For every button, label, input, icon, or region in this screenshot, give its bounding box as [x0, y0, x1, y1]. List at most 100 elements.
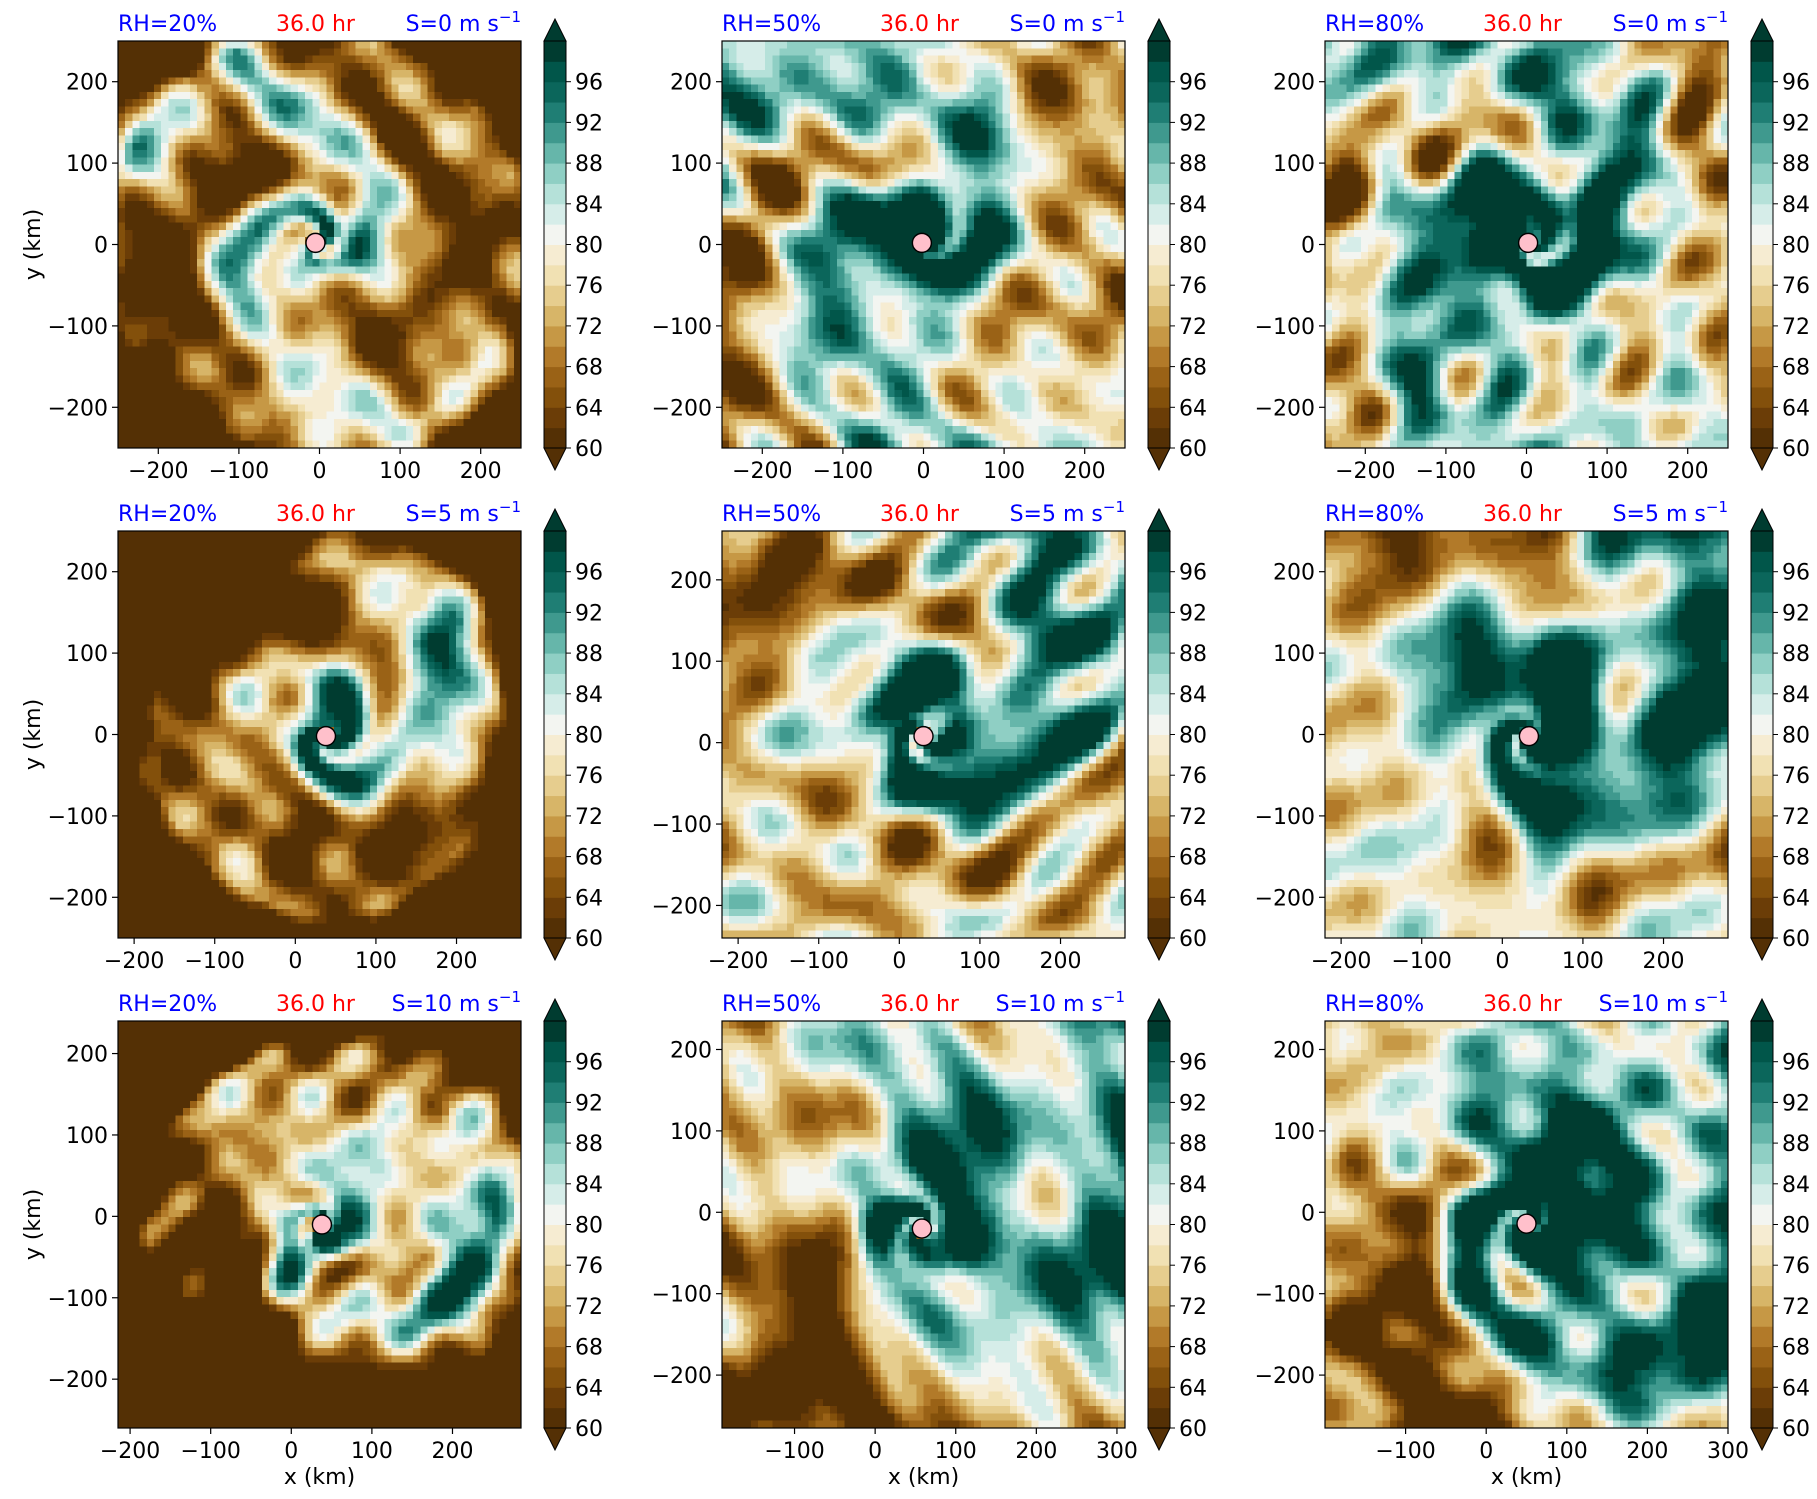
- colorbar-tick-label: 92: [1179, 601, 1207, 626]
- colorbar-tick-label: 84: [1179, 193, 1207, 218]
- y-tick-label: −200: [48, 1368, 108, 1393]
- shear-label: S=0 m s−1: [1613, 8, 1728, 37]
- colorbar-tick-label: 84: [1179, 683, 1207, 708]
- colorbar-segment: [1751, 897, 1773, 919]
- shear-label: S=5 m s−1: [1010, 498, 1125, 527]
- x-tick-label: 100: [1546, 1439, 1588, 1464]
- x-tick-label: −100: [1375, 1439, 1435, 1464]
- colorbar-segment: [1148, 264, 1170, 286]
- x-tick-label: −100: [180, 1439, 240, 1464]
- colorbar-tick-label: 68: [575, 356, 603, 381]
- storm-center-marker: [1518, 725, 1540, 747]
- rh-label: RH=50%: [722, 502, 821, 527]
- colorbar-tick-label: 80: [1782, 724, 1810, 749]
- colorbar-segment: [1751, 836, 1773, 858]
- colorbar-tick-label: 92: [1782, 111, 1810, 136]
- x-tick-label: 0: [917, 459, 931, 484]
- colorbar-segment: [544, 836, 566, 858]
- plot-frame: [1324, 1020, 1729, 1429]
- x-tick-label: 100: [1586, 459, 1628, 484]
- colorbar-tick-label: 60: [575, 1417, 603, 1442]
- colorbar-segment: [1148, 632, 1170, 654]
- colorbar-segment: [1148, 183, 1170, 205]
- colorbar-tick-label: 92: [1179, 1091, 1207, 1116]
- x-tick-label: −100: [813, 459, 873, 484]
- plot-frame: [721, 1020, 1126, 1429]
- colorbar-segment: [544, 653, 566, 674]
- colorbar-extend-max: [1750, 997, 1774, 1022]
- time-label: 36.0 hr: [880, 992, 960, 1017]
- colorbar-segment: [1148, 775, 1170, 797]
- colorbar-segment: [1148, 1082, 1170, 1103]
- panel-9: −100 0 100 200 300 200 100 0 −100 −200 RH=80% 36.0 …: [1255, 988, 1810, 1490]
- colorbar-tick-label: 64: [1179, 396, 1207, 421]
- colorbar-segment: [544, 1041, 566, 1063]
- time-label: 36.0 hr: [880, 502, 960, 527]
- shear-label: S=5 m s−1: [406, 498, 521, 527]
- colorbar-tick-label: 72: [1179, 315, 1207, 340]
- colorbar-segment: [1751, 815, 1773, 837]
- colorbar-segment: [1751, 224, 1773, 245]
- colorbar-extend-max: [543, 997, 567, 1022]
- colorbar-segment: [1751, 41, 1773, 62]
- colorbar-segment: [1148, 612, 1170, 634]
- colorbar-segment: [544, 264, 566, 286]
- colorbar-tick-label: 84: [1179, 1173, 1207, 1198]
- colorbar-tick-label: 96: [1179, 561, 1207, 586]
- colorbar-segment: [1148, 1326, 1170, 1348]
- colorbar-extend-max: [1147, 507, 1171, 532]
- colorbar-segment: [1751, 102, 1773, 123]
- colorbar-segment: [1148, 856, 1170, 878]
- colorbar-tick-label: 80: [1782, 1214, 1810, 1239]
- shear-label: S=10 m s−1: [996, 988, 1125, 1017]
- colorbar-segment: [544, 1061, 566, 1083]
- colorbar-tick-label: 80: [1179, 234, 1207, 259]
- y-tick-label: −100: [1255, 1283, 1315, 1308]
- shear-label-text: S=0 m s: [1010, 12, 1103, 37]
- y-tick-label: −200: [48, 886, 108, 911]
- rh-field: [118, 531, 521, 938]
- colorbar-segment: [1751, 142, 1773, 164]
- y-tick-label: 0: [94, 1205, 108, 1230]
- shear-unit-exponent: −1: [499, 988, 521, 1006]
- y-tick-label: 100: [1273, 152, 1315, 177]
- x-tick-label: 0: [313, 459, 327, 484]
- x-tick-label: 100: [351, 1439, 393, 1464]
- shear-unit-exponent: −1: [1706, 498, 1728, 516]
- colorbar-segment: [544, 81, 566, 103]
- colorbar-tick-label: 60: [575, 927, 603, 952]
- shear-label-text: S=0 m s: [406, 12, 499, 37]
- x-tick-label: 200: [436, 949, 478, 974]
- colorbar-tick-label: 72: [1782, 805, 1810, 830]
- y-axis-label: y (km): [21, 209, 46, 280]
- colorbar-segment: [1148, 244, 1170, 266]
- x-tick-label: −100: [1392, 949, 1452, 974]
- colorbar-tick-label: 88: [575, 1132, 603, 1157]
- colorbar-segment: [1148, 714, 1170, 735]
- colorbar-segment: [1751, 1305, 1773, 1327]
- colorbar-segment: [1148, 325, 1170, 347]
- shear-label-text: S=0 m s: [1613, 12, 1706, 37]
- colorbar-segment: [1148, 1163, 1170, 1185]
- colorbar-tick-label: 92: [575, 111, 603, 136]
- colorbar-segment: [544, 531, 566, 552]
- x-tick-label: 300: [1707, 1439, 1749, 1464]
- colorbar-segment: [1751, 1041, 1773, 1063]
- colorbar-segment: [1751, 775, 1773, 797]
- colorbar-segment: [1148, 366, 1170, 388]
- colorbar-segment: [544, 1244, 566, 1266]
- y-tick-label: 200: [66, 71, 108, 96]
- shear-label: S=10 m s−1: [392, 988, 521, 1017]
- colorbar-segment: [544, 102, 566, 123]
- colorbar-tick-label: 68: [575, 1336, 603, 1361]
- x-tick-label: 200: [1667, 459, 1709, 484]
- colorbar-tick-label: 88: [575, 642, 603, 667]
- colorbar-segment: [1751, 183, 1773, 205]
- y-tick-label: −200: [1255, 396, 1315, 421]
- colorbar-segment: [544, 592, 566, 613]
- y-tick-label: 100: [1273, 1120, 1315, 1145]
- colorbar-segment: [544, 346, 566, 368]
- colorbar-tick-label: 96: [1782, 71, 1810, 96]
- colorbar-tick-label: 96: [1782, 561, 1810, 586]
- y-tick-label: 100: [670, 152, 712, 177]
